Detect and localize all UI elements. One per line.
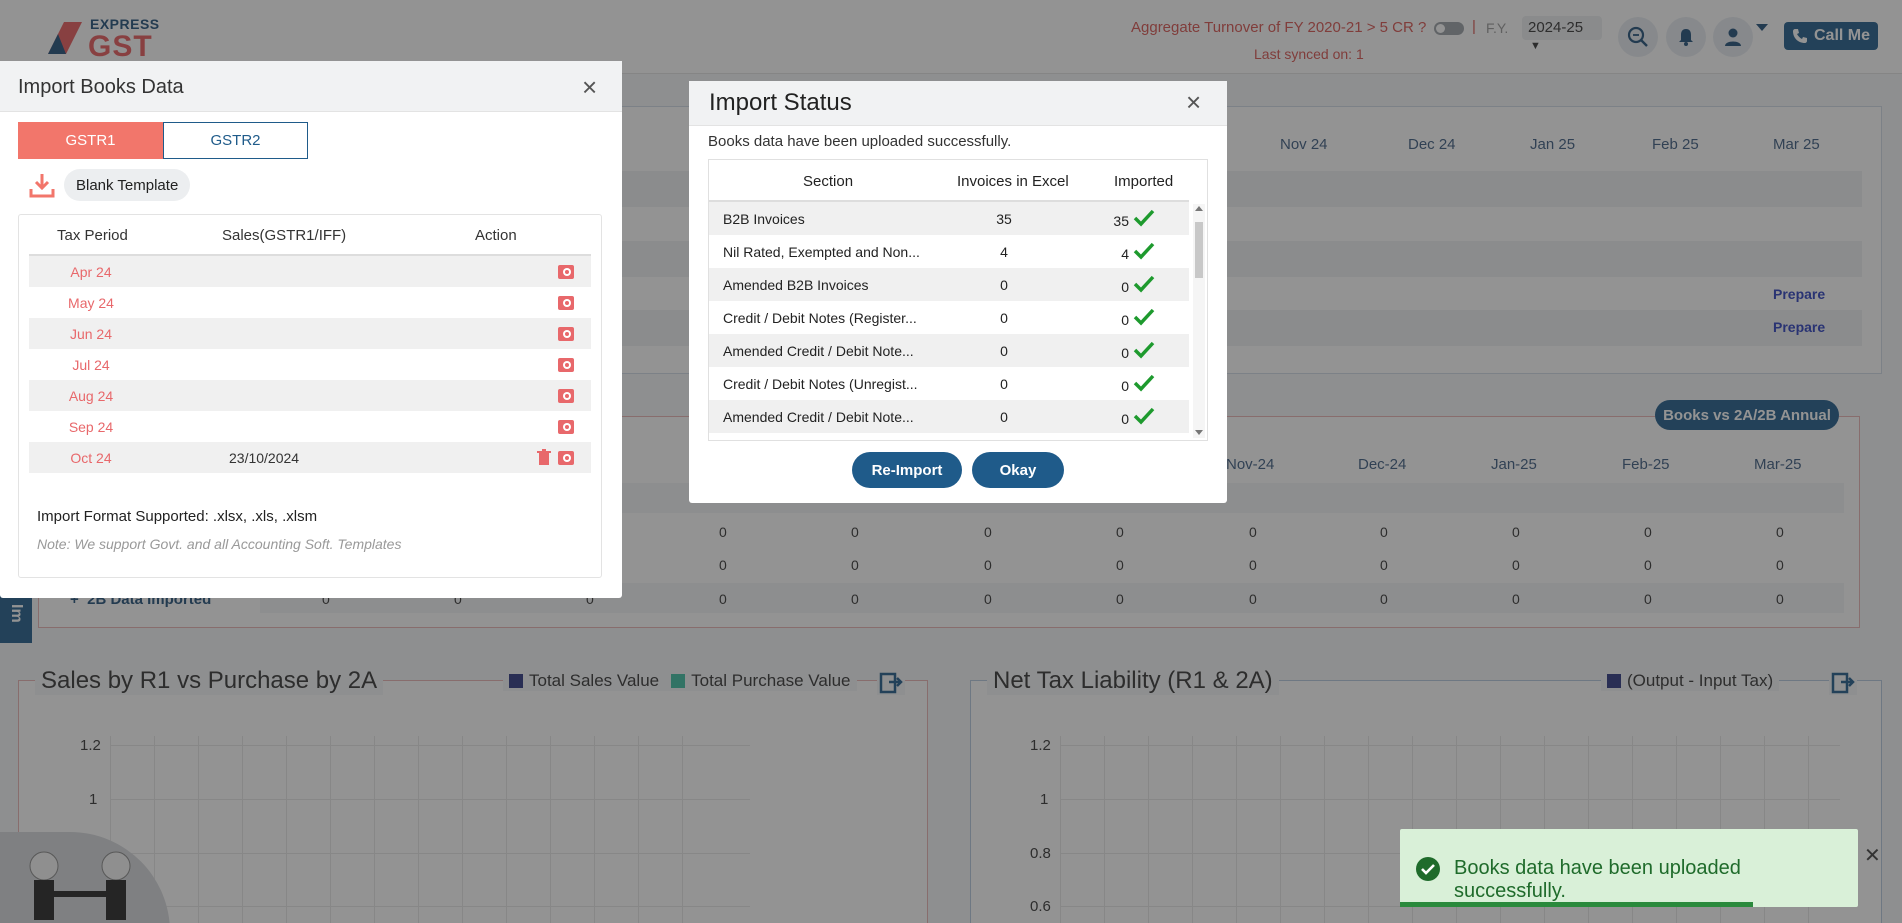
tax-period-link[interactable]: Jun 24 — [69, 326, 113, 342]
success-toast: Books data have been uploaded successful… — [1400, 829, 1881, 907]
scroll-thumb[interactable] — [1195, 222, 1203, 278]
checkmark-icon — [1133, 374, 1155, 392]
table-row: Nil Rated, Exempted and Non... 4 4 — [709, 235, 1189, 268]
table-row: Amended Credit / Debit Note... 0 0 — [709, 334, 1189, 367]
imported-count: 0 — [1121, 411, 1129, 427]
import-books-modal: Import Books Data × GSTR1 GSTR2 Blank Te… — [0, 61, 622, 598]
column-header: Invoices in Excel — [957, 173, 1069, 190]
upload-file-icon[interactable] — [557, 325, 575, 342]
import-status-modal: Import Status × Books data have been upl… — [689, 81, 1227, 503]
tax-period-table: Tax Period Sales(GSTR1/IFF) Action Apr 2… — [18, 214, 602, 578]
tax-period-link[interactable]: Sep 24 — [68, 419, 114, 435]
imported-count: 0 — [1121, 378, 1129, 394]
scroll-up-icon[interactable] — [1195, 206, 1203, 211]
section-name: Credit / Debit Notes (Register... — [723, 310, 917, 326]
toast-message: Books data have been uploaded successful… — [1454, 857, 1741, 902]
upload-file-icon[interactable] — [557, 294, 575, 311]
table-row: Credit / Debit Notes (Unregist... 0 0 — [709, 367, 1189, 400]
table-row: May 24 — [29, 287, 591, 318]
table-row: Jul 24 — [29, 349, 591, 380]
success-check-circle-icon — [1416, 857, 1440, 881]
invoices-in-excel: 0 — [1000, 343, 1008, 359]
section-name: B2B Invoices — [723, 211, 805, 227]
imported-count: 35 — [1113, 213, 1129, 229]
table-row: Sep 24 — [29, 411, 591, 442]
header-divider — [29, 254, 591, 256]
close-icon[interactable]: × — [582, 72, 598, 102]
invoices-in-excel: 0 — [1000, 277, 1008, 293]
section-name: Credit / Debit Notes (Unregist... — [723, 376, 918, 392]
section-name: Amended Credit / Debit Note... — [723, 409, 914, 425]
upload-file-icon[interactable] — [557, 418, 575, 435]
status-message: Books data have been uploaded successful… — [708, 133, 1012, 150]
import-status-table: Section Invoices in Excel Imported B2B I… — [708, 159, 1208, 441]
upload-file-icon[interactable] — [557, 449, 575, 466]
column-header: Tax Period — [57, 227, 128, 244]
gstr-tabs: GSTR1 GSTR2 — [18, 122, 309, 159]
import-format-text: Import Format Supported: .xlsx, .xls, .x… — [37, 508, 318, 525]
section-name: Amended B2B Invoices — [723, 277, 869, 293]
invoices-in-excel: 4 — [1000, 244, 1008, 260]
checkmark-icon — [1133, 308, 1155, 326]
delete-trash-icon[interactable] — [535, 449, 553, 466]
table-row: Credit / Debit Notes (Register... 0 0 — [709, 301, 1189, 334]
modal-header: Import Status × — [689, 81, 1227, 126]
upload-file-icon[interactable] — [557, 356, 575, 373]
checkmark-icon — [1133, 242, 1155, 260]
column-header: Imported — [1114, 173, 1174, 190]
section-name: Amended Credit / Debit Note... — [723, 343, 914, 359]
close-icon[interactable]: ✕ — [1864, 845, 1881, 867]
invoices-in-excel: 0 — [1000, 376, 1008, 392]
toast-progress-bar — [1400, 902, 1753, 907]
blank-template-button[interactable]: Blank Template — [64, 169, 191, 201]
tax-period-link[interactable]: Apr 24 — [70, 264, 112, 280]
tax-period-link[interactable]: Aug 24 — [68, 388, 114, 404]
header-divider — [709, 200, 1189, 202]
tax-period-link[interactable]: Oct 24 — [70, 450, 112, 466]
tax-period-link[interactable]: May 24 — [68, 295, 114, 311]
table-row: Jun 24 — [29, 318, 591, 349]
modal-title: Import Books Data — [18, 76, 184, 98]
imported-count: 0 — [1121, 279, 1129, 295]
close-icon[interactable]: × — [1186, 87, 1202, 117]
table-row: Amended Credit / Debit Note... 0 0 — [709, 400, 1189, 433]
reimport-button[interactable]: Re-Import — [852, 452, 962, 488]
table-row: Aug 24 — [29, 380, 591, 411]
tab-gstr2[interactable]: GSTR2 — [163, 122, 308, 159]
column-header: Section — [803, 173, 854, 190]
import-note-text: Note: We support Govt. and all Accountin… — [37, 536, 402, 552]
tax-period-link[interactable]: Jul 24 — [72, 357, 110, 373]
upload-file-icon[interactable] — [557, 263, 575, 280]
download-icon[interactable] — [28, 171, 56, 199]
checkmark-icon — [1133, 341, 1155, 359]
table-row: Oct 24 23/10/2024 — [29, 442, 591, 473]
checkmark-icon — [1133, 209, 1155, 227]
checkmark-icon — [1133, 407, 1155, 425]
scroll-down-icon[interactable] — [1195, 430, 1203, 435]
invoices-in-excel: 0 — [1000, 409, 1008, 425]
column-header: Action — [475, 227, 517, 244]
section-name: Nil Rated, Exempted and Non... — [723, 244, 920, 260]
tab-gstr1[interactable]: GSTR1 — [18, 122, 163, 159]
upload-file-icon[interactable] — [557, 387, 575, 404]
imported-count: 0 — [1121, 312, 1129, 328]
imported-count: 4 — [1121, 246, 1129, 262]
checkmark-icon — [1133, 275, 1155, 293]
okay-button[interactable]: Okay — [972, 452, 1064, 488]
modal-title: Import Status — [709, 89, 852, 116]
column-header: Sales(GSTR1/IFF) — [222, 227, 347, 244]
sales-date: 23/10/2024 — [229, 450, 300, 466]
invoices-in-excel: 0 — [1000, 310, 1008, 326]
imported-count: 0 — [1121, 345, 1129, 361]
modal-header: Import Books Data × — [0, 61, 622, 112]
table-row: B2B Invoices 35 35 — [709, 202, 1189, 235]
invoices-in-excel: 35 — [996, 211, 1012, 227]
table-row: Apr 24 — [29, 256, 591, 287]
blank-template-download: Blank Template — [28, 169, 191, 201]
table-row: Amended B2B Invoices 0 0 — [709, 268, 1189, 301]
table-scrollbar[interactable] — [1193, 204, 1205, 438]
